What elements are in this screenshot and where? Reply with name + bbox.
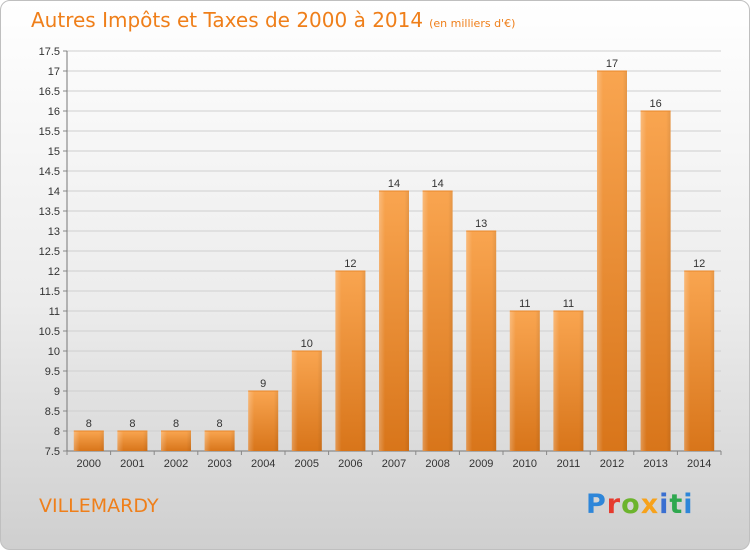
proxiti-logo: Proxiti (586, 489, 694, 520)
data-label: 12 (344, 258, 356, 270)
x-tick-label: 2000 (77, 458, 101, 470)
x-tick-label: 2001 (120, 458, 144, 470)
y-tick-label: 16.5 (39, 86, 60, 98)
y-tick-label: 12 (48, 266, 60, 278)
bar-shade (291, 351, 322, 451)
data-label: 14 (431, 178, 443, 190)
y-tick-label: 8 (54, 426, 60, 438)
x-tick-label: 2005 (295, 458, 319, 470)
x-tick-label: 2003 (207, 458, 231, 470)
chart-subtitle: (en milliers d'€) (429, 17, 516, 30)
y-tick-label: 11.5 (39, 286, 60, 298)
bar-shade (422, 191, 453, 451)
bar-shade (73, 431, 104, 451)
bar-shade (204, 431, 235, 451)
y-tick-label: 13 (48, 226, 60, 238)
bar-shade (597, 71, 627, 451)
bar-shade (248, 391, 279, 451)
data-label: 9 (260, 378, 266, 390)
data-label: 8 (217, 418, 223, 430)
x-tick-label: 2002 (164, 458, 188, 470)
x-tick-labels: 2000 2001 2002 2003 2004 2005 2006 2007 2008 2009… (77, 458, 712, 470)
bar-shade (640, 111, 671, 451)
y-tick-label: 13.5 (39, 206, 60, 218)
data-label: 8 (173, 418, 179, 430)
y-tick-labels: 7.5 8 8.5 9 9.5 10 10.5 11 11.5 12 12.5 13 13.5 14 14.… (39, 46, 60, 458)
y-tick-label: 9 (54, 386, 60, 398)
y-tick-label: 14 (48, 186, 60, 198)
bar-shade (161, 431, 191, 451)
x-tick-label: 2008 (425, 458, 449, 470)
data-label: 11 (519, 298, 530, 310)
y-tick-label: 17 (48, 66, 60, 78)
data-label: 13 (475, 218, 487, 230)
y-tick-label: 10 (48, 346, 60, 358)
bar-shade (335, 271, 366, 451)
y-tick-label: 12.5 (39, 246, 60, 258)
data-labels: 8 8 8 8 9 10 12 14 14 13 11 11 17 16 12 (86, 58, 706, 430)
y-tick-label: 7.5 (45, 446, 60, 458)
x-tick-label: 2006 (338, 458, 362, 470)
x-tick-label: 2010 (513, 458, 537, 470)
x-tick-label: 2009 (469, 458, 493, 470)
y-tick-label: 9.5 (45, 366, 60, 378)
data-label: 8 (86, 418, 92, 430)
data-label: 10 (301, 338, 313, 350)
x-tick-label: 2014 (687, 458, 711, 470)
data-label: 17 (606, 58, 618, 70)
y-tick-label: 10.5 (39, 326, 60, 338)
bar-shade (684, 271, 715, 451)
y-tick-label: 15 (48, 146, 60, 158)
bar-shade (379, 191, 409, 451)
x-tick-label: 2004 (251, 458, 275, 470)
chart-title-text: Autres Impôts et Taxes de 2000 à 2014 (31, 8, 424, 32)
y-tick-label: 17.5 (39, 46, 60, 58)
data-label: 12 (693, 258, 705, 270)
x-tick-label: 2012 (600, 458, 624, 470)
x-tick-label: 2007 (382, 458, 406, 470)
bar-shade (117, 431, 148, 451)
y-tick-label: 8.5 (45, 406, 60, 418)
data-label: 16 (649, 98, 661, 110)
bar-shade (466, 231, 497, 451)
x-tick-label: 2013 (643, 458, 667, 470)
bars (73, 70, 715, 451)
town-name: VILLEMARDY (39, 495, 159, 517)
y-tick-label: 15.5 (39, 126, 60, 138)
x-tick-label: 2011 (557, 458, 581, 470)
data-label: 11 (563, 298, 574, 310)
bar-shade (553, 311, 584, 451)
y-tick-label: 11 (49, 306, 60, 318)
data-label: 8 (129, 418, 135, 430)
data-label: 14 (388, 178, 400, 190)
chart-title: Autres Impôts et Taxes de 2000 à 2014 (en… (31, 8, 515, 32)
y-tick-label: 16 (48, 106, 60, 118)
bar-shade (509, 311, 540, 451)
y-tick-label: 14.5 (39, 166, 60, 178)
